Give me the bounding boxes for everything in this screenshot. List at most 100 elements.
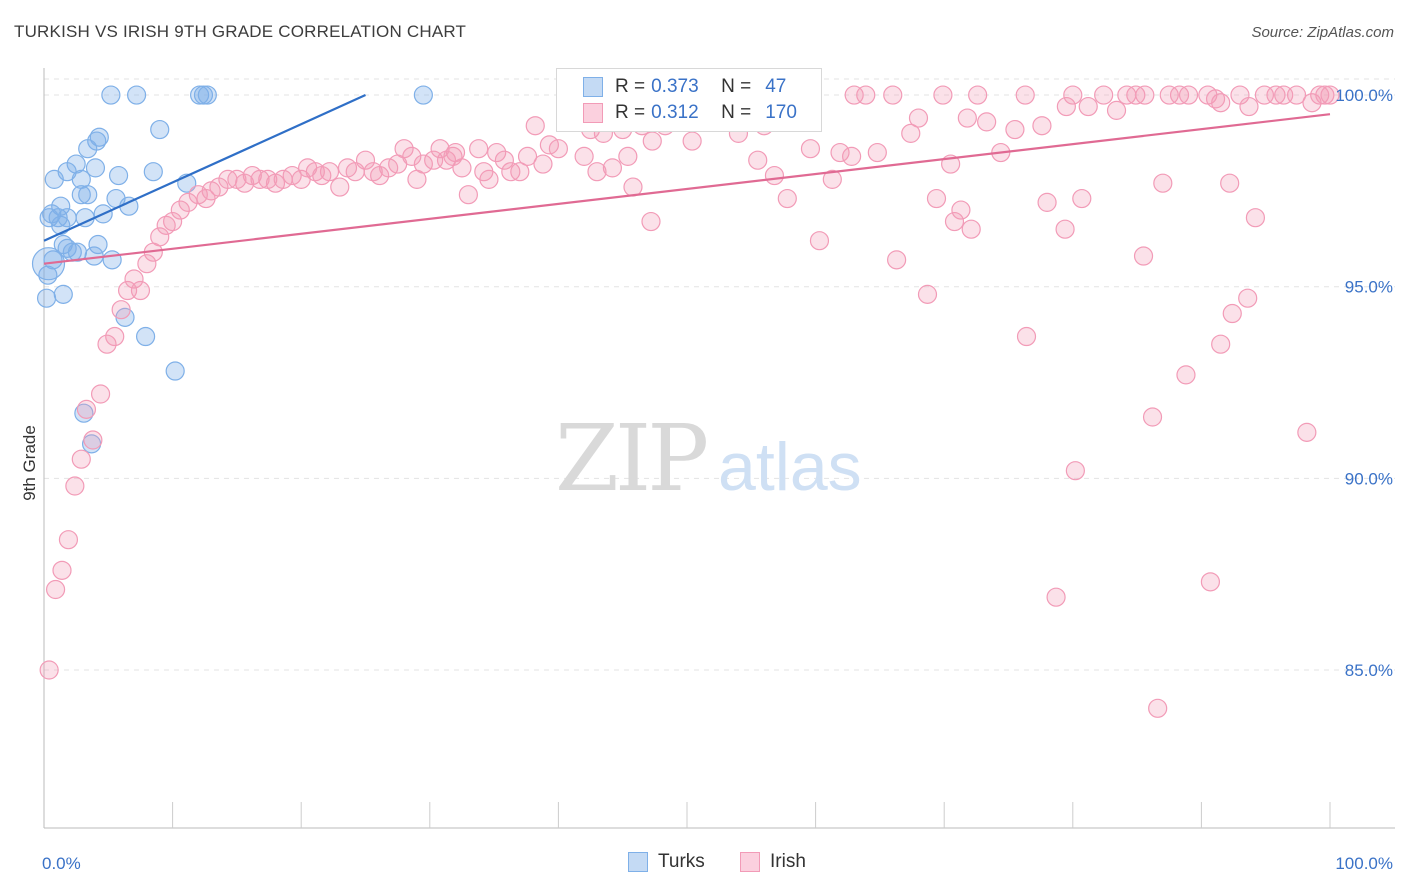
- irish-point: [867, 142, 887, 163]
- irish-point: [111, 300, 131, 320]
- irish-point: [355, 150, 376, 170]
- source-label: Source: ZipAtlas.com: [1251, 24, 1394, 41]
- irish-point: [1310, 85, 1330, 105]
- trendline-turks: [43, 94, 366, 242]
- irish-point: [52, 560, 72, 580]
- trendline-irish: [43, 113, 1331, 265]
- legend-row-turks: R = 0.373 N = 47: [583, 75, 786, 99]
- irish-point: [623, 177, 643, 197]
- irish-point: [1148, 698, 1168, 718]
- turks-point: [43, 250, 63, 270]
- irish-point: [330, 177, 350, 197]
- turks-point: [197, 85, 217, 105]
- irish-point: [1176, 365, 1196, 385]
- watermark-atlas: atlas: [718, 429, 862, 505]
- irish-point: [1065, 461, 1085, 481]
- turks-point: [108, 165, 129, 186]
- watermark: ZIP atlas: [555, 405, 862, 512]
- y-tick-label: 100.0%: [1335, 86, 1393, 105]
- legend-swatch-turks: [628, 852, 648, 872]
- irish-point: [587, 162, 607, 182]
- y-tick-label: 95.0%: [1345, 278, 1393, 297]
- irish-point: [58, 530, 79, 550]
- legend-n-label: N =: [721, 102, 752, 123]
- irish-point: [968, 85, 988, 105]
- irish-point: [933, 85, 953, 105]
- irish-point: [402, 146, 422, 166]
- irish-point: [1238, 288, 1258, 308]
- irish-point: [1032, 116, 1052, 136]
- irish-point: [777, 188, 797, 209]
- x-tick-labels: 0.0% 100.0%: [42, 854, 1393, 873]
- axes: [43, 68, 1395, 829]
- irish-point: [1078, 96, 1098, 117]
- irish-point: [394, 139, 414, 159]
- irish-point: [887, 250, 907, 270]
- irish-point: [1106, 100, 1127, 120]
- turks-point: [44, 169, 64, 189]
- irish-point: [1133, 246, 1154, 266]
- irish-point: [90, 384, 111, 404]
- irish-point: [510, 162, 530, 182]
- legend-r-value: 0.373: [651, 76, 699, 97]
- legend-swatch-irish: [740, 852, 760, 872]
- legend-n-label: N =: [721, 76, 752, 97]
- chart-title: TURKISH VS IRISH 9TH GRADE CORRELATION C…: [14, 22, 467, 41]
- irish-point: [856, 85, 876, 105]
- turks-point: [143, 162, 163, 182]
- turks-point: [413, 85, 433, 105]
- y-tick-labels: 100.0% 95.0% 90.0% 85.0%: [1335, 86, 1393, 680]
- turks-point: [36, 288, 57, 308]
- x-tick-label: 100.0%: [1335, 854, 1393, 873]
- legend-r-label: R =: [615, 102, 646, 123]
- irish-point: [883, 85, 903, 105]
- irish-point: [908, 108, 929, 128]
- turks-point: [57, 238, 77, 258]
- irish-point: [1315, 85, 1335, 105]
- irish-point: [642, 131, 662, 151]
- irish-point: [957, 108, 977, 128]
- x-tick-label: 0.0%: [42, 854, 81, 873]
- stats-legend: R = 0.373 N = 47 R = 0.312 N = 170: [556, 68, 822, 132]
- irish-point: [1016, 326, 1037, 347]
- legend-item-irish[interactable]: Irish: [740, 851, 806, 873]
- irish-point: [822, 169, 842, 189]
- irish-point: [1063, 85, 1083, 105]
- irish-point: [97, 334, 117, 354]
- irish-point: [45, 579, 66, 600]
- irish-point: [1297, 422, 1317, 442]
- turks-point: [165, 361, 185, 381]
- legend-label-irish: Irish: [770, 851, 806, 872]
- irish-point: [1205, 89, 1226, 109]
- legend-item-turks[interactable]: Turks: [628, 851, 705, 873]
- irish-point: [1220, 173, 1240, 193]
- irish-point: [961, 219, 981, 239]
- irish-point: [71, 449, 91, 469]
- irish-point: [809, 231, 830, 251]
- irish-point: [1254, 85, 1275, 105]
- irish-point: [1178, 85, 1199, 105]
- series-irish: [39, 85, 1340, 718]
- y-axis-label: 9th Grade: [20, 425, 39, 501]
- turks-point: [51, 215, 71, 235]
- irish-point: [517, 146, 538, 166]
- turks-point: [150, 119, 170, 140]
- irish-point: [1239, 96, 1259, 117]
- irish-point: [1142, 407, 1163, 427]
- irish-point: [917, 284, 938, 304]
- irish-point: [458, 185, 478, 205]
- irish-point: [1126, 85, 1146, 105]
- irish-point: [235, 173, 255, 193]
- irish-point: [1153, 173, 1173, 193]
- turks-point: [101, 85, 121, 105]
- irish-point: [479, 169, 499, 189]
- irish-point: [105, 326, 125, 347]
- irish-point: [1266, 85, 1286, 105]
- irish-point: [641, 211, 661, 232]
- legend-r-value: 0.312: [651, 102, 699, 123]
- irish-point: [1072, 188, 1092, 209]
- irish-point: [130, 280, 151, 301]
- irish-point: [574, 146, 594, 166]
- irish-point: [844, 85, 864, 105]
- irish-point: [76, 399, 97, 419]
